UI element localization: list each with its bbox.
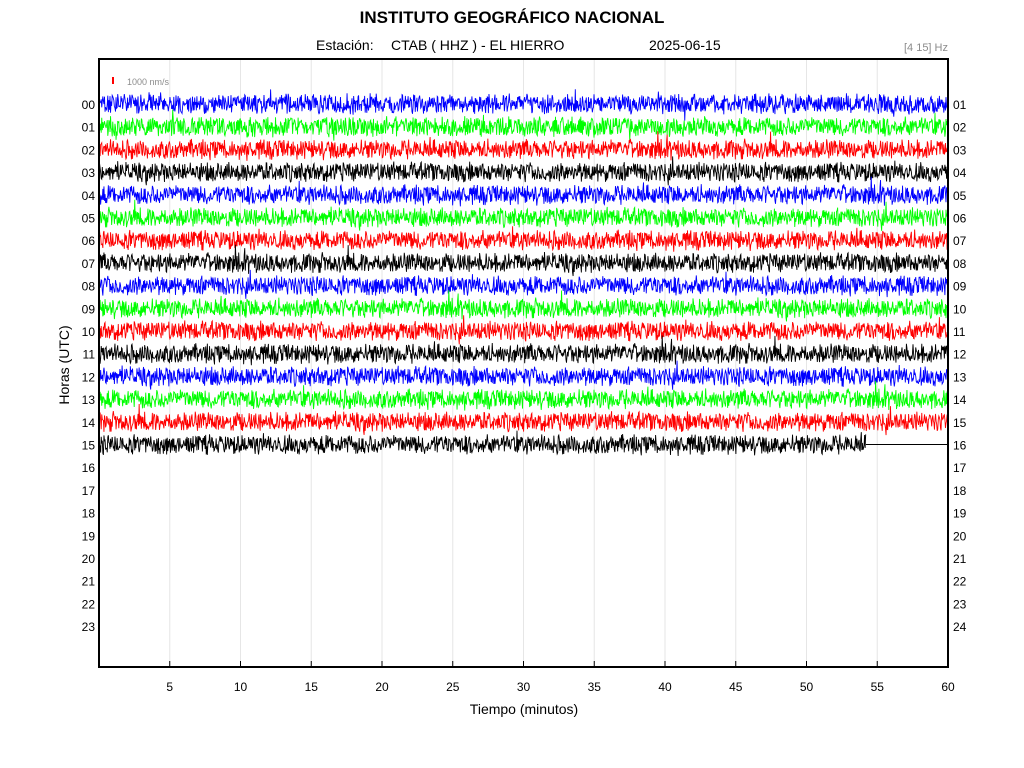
date-label: 2025-06-15 (649, 37, 721, 53)
y-right-label-12: 12 (953, 348, 967, 362)
y-right-label-23: 23 (953, 597, 967, 611)
y-left-label-02: 02 (82, 143, 96, 157)
y-right-label-15: 15 (953, 416, 967, 430)
x-axis: 5 10 15 20 25 30 35 40 45 50 55 60 (166, 661, 955, 694)
trace-hour-04 (98, 176, 949, 207)
y-right-label-10: 10 (953, 302, 967, 316)
y-left-label-08: 08 (82, 280, 96, 294)
y-axis-title: Horas (UTC) (56, 325, 72, 404)
trace-hour-14 (98, 403, 949, 436)
trace-hour-09 (98, 290, 949, 322)
trace-hour-15 (98, 430, 867, 457)
x-tick-label-30: 30 (517, 680, 531, 694)
y-left-label-17: 17 (82, 484, 96, 498)
scale-bar: 1000 nm/s (112, 77, 170, 87)
x-tick-label-20: 20 (375, 680, 389, 694)
y-right-label-19: 19 (953, 507, 967, 521)
y-axis-right: 01 02 03 04 05 06 07 08 09 10 11 12 13 14 15 16 17 18 19 20… (953, 98, 967, 634)
y-left-label-13: 13 (82, 393, 96, 407)
y-left-label-07: 07 (82, 257, 96, 271)
x-tick-label-5: 5 (166, 680, 173, 694)
station-name: CTAB ( HHZ ) - EL HIERRO (391, 37, 565, 53)
trace-hour-02 (98, 131, 949, 161)
seismic-traces (98, 89, 949, 457)
y-left-label-20: 20 (82, 552, 96, 566)
y-right-label-13: 13 (953, 370, 967, 384)
x-tick-label-15: 15 (305, 680, 319, 694)
y-left-label-14: 14 (82, 416, 96, 430)
y-right-label-04: 04 (953, 166, 967, 180)
y-left-label-05: 05 (82, 212, 96, 226)
y-right-label-20: 20 (953, 529, 967, 543)
y-right-label-22: 22 (953, 575, 967, 589)
y-right-label-03: 03 (953, 143, 967, 157)
y-left-label-03: 03 (82, 166, 96, 180)
y-left-label-01: 01 (82, 121, 96, 135)
y-left-label-16: 16 (82, 461, 96, 475)
y-right-label-14: 14 (953, 393, 967, 407)
trace-hour-13 (98, 380, 949, 411)
scale-bar-mark (112, 77, 114, 84)
chart-title: INSTITUTO GEOGRÁFICO NACIONAL (359, 8, 665, 27)
filter-band-label: [4 15] Hz (903, 42, 948, 54)
y-right-label-16: 16 (953, 439, 967, 453)
trace-hour-03 (98, 156, 949, 186)
trace-hour-06 (98, 226, 949, 252)
y-right-label-07: 07 (953, 234, 967, 248)
x-tick-label-60: 60 (941, 680, 955, 694)
trace-hour-05 (98, 199, 949, 231)
y-left-label-04: 04 (82, 189, 96, 203)
x-tick-label-55: 55 (871, 680, 885, 694)
x-tick-label-45: 45 (729, 680, 743, 694)
y-right-label-06: 06 (953, 212, 967, 226)
y-right-label-21: 21 (953, 552, 967, 566)
y-left-label-21: 21 (82, 575, 96, 589)
x-tick-label-10: 10 (234, 680, 248, 694)
y-right-label-01: 01 (953, 98, 967, 112)
trace-hour-11 (98, 335, 949, 366)
y-right-label-05: 05 (953, 189, 967, 203)
y-right-label-09: 09 (953, 280, 967, 294)
trace-hour-01 (98, 109, 949, 141)
y-left-label-15: 15 (82, 439, 96, 453)
x-tick-label-25: 25 (446, 680, 460, 694)
x-tick-label-40: 40 (658, 680, 672, 694)
y-left-label-18: 18 (82, 507, 96, 521)
y-left-label-11: 11 (83, 348, 96, 362)
trace-hour-07 (98, 244, 949, 277)
grid-lines (169, 60, 878, 666)
y-right-label-24: 24 (953, 620, 967, 634)
trace-hour-00 (98, 89, 948, 121)
trace-hour-12 (98, 360, 949, 390)
y-left-label-10: 10 (82, 325, 96, 339)
y-left-label-22: 22 (82, 597, 96, 611)
x-tick-label-50: 50 (800, 680, 814, 694)
y-axis-left: 00 01 02 03 04 05 06 07 08 09 10 11 12 13 14 15 16 17 18 19… (82, 98, 96, 634)
x-tick-label-35: 35 (588, 680, 602, 694)
y-right-label-18: 18 (953, 484, 967, 498)
y-right-label-17: 17 (953, 461, 967, 475)
y-left-label-06: 06 (82, 234, 96, 248)
x-axis-title: Tiempo (minutos) (470, 701, 578, 717)
y-left-label-19: 19 (82, 529, 96, 543)
y-right-label-08: 08 (953, 257, 967, 271)
station-prefix: Estación: (316, 37, 374, 53)
y-left-label-12: 12 (82, 370, 96, 384)
trace-hour-10 (98, 315, 949, 345)
scale-bar-label: 1000 nm/s (127, 77, 170, 87)
y-left-label-23: 23 (82, 620, 96, 634)
y-left-label-09: 09 (82, 302, 96, 316)
y-left-label-00: 00 (82, 98, 96, 112)
trace-hour-08 (98, 269, 949, 299)
y-right-label-02: 02 (953, 121, 967, 135)
y-right-label-11: 11 (953, 325, 966, 339)
